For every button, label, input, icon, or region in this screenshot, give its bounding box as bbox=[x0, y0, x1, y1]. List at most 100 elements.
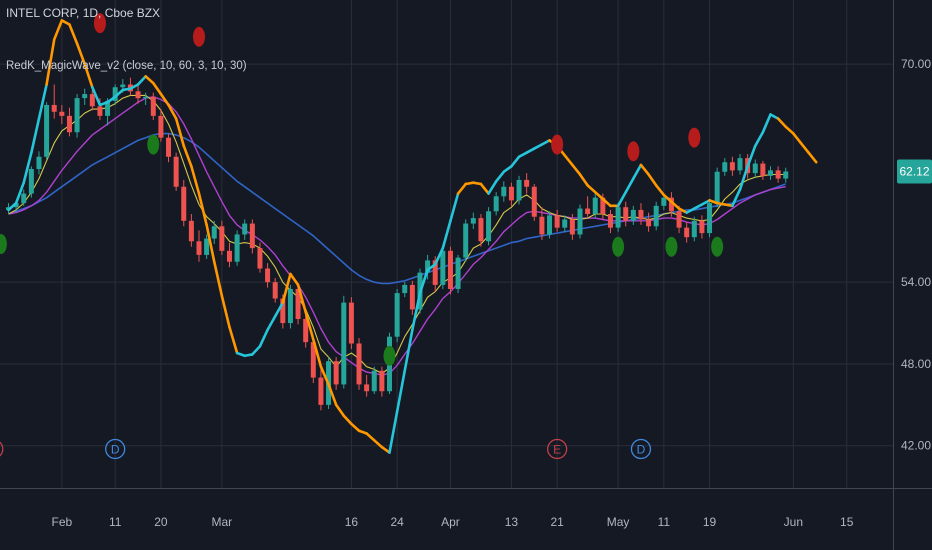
candle bbox=[295, 284, 301, 325]
candle-body bbox=[760, 163, 766, 176]
candle-body bbox=[143, 96, 149, 99]
candle bbox=[630, 205, 636, 225]
candle-body bbox=[21, 193, 27, 204]
candle-body bbox=[577, 208, 583, 235]
wave-segment bbox=[380, 445, 391, 454]
dividend-event-marker[interactable]: D bbox=[105, 438, 126, 460]
candle-body bbox=[356, 343, 362, 385]
wave-segment bbox=[220, 294, 231, 329]
candle bbox=[173, 152, 179, 191]
candle-body bbox=[135, 91, 141, 99]
earnings-event-marker[interactable]: E bbox=[0, 440, 4, 459]
candle-body bbox=[562, 219, 568, 228]
x-tick-label: 15 bbox=[840, 515, 854, 529]
wave-segment bbox=[190, 165, 201, 195]
dividend-marker-letter: D bbox=[111, 443, 120, 457]
candle-body bbox=[592, 197, 598, 215]
candle bbox=[516, 175, 522, 205]
wave-segment bbox=[578, 173, 589, 187]
candle-body bbox=[455, 257, 461, 289]
candle bbox=[547, 211, 553, 239]
candle bbox=[562, 215, 568, 232]
wave-segment bbox=[75, 42, 86, 66]
wave-segment bbox=[433, 246, 445, 266]
y-tick-label: 54.00 bbox=[901, 275, 931, 289]
candle-body bbox=[607, 214, 613, 228]
candle bbox=[272, 278, 278, 303]
candle-body bbox=[554, 215, 560, 228]
wave-segment bbox=[281, 272, 292, 304]
candle bbox=[249, 219, 255, 254]
wave-segment bbox=[525, 147, 536, 154]
candle bbox=[623, 201, 629, 227]
wave-segment bbox=[167, 103, 178, 120]
wave-segment bbox=[449, 192, 460, 223]
wave-segment bbox=[60, 19, 71, 26]
wave-segment bbox=[792, 132, 803, 145]
wave-segment bbox=[708, 199, 719, 205]
candle-body bbox=[181, 186, 187, 221]
wave-segment bbox=[319, 365, 330, 386]
wave-segment bbox=[624, 177, 635, 194]
candle-body bbox=[707, 203, 713, 234]
candle-body bbox=[646, 219, 652, 227]
candle bbox=[699, 215, 705, 239]
candle-body bbox=[36, 156, 42, 170]
x-tick-label: 21 bbox=[550, 515, 564, 529]
wave-segment bbox=[91, 85, 102, 107]
x-tick-label: 13 bbox=[505, 515, 519, 529]
grid-lines bbox=[0, 0, 893, 488]
candle-body bbox=[265, 268, 271, 283]
candle bbox=[158, 109, 164, 142]
candle-body bbox=[600, 197, 606, 215]
magic-wave-line bbox=[7, 19, 818, 454]
wave-segment bbox=[441, 219, 452, 250]
wave-segment bbox=[662, 193, 673, 204]
candle bbox=[524, 173, 530, 194]
candle-body bbox=[425, 260, 431, 273]
buy-signal-dot bbox=[665, 236, 678, 257]
candle bbox=[166, 133, 172, 163]
candle-body bbox=[173, 156, 179, 187]
earnings-marker-circle bbox=[546, 438, 568, 460]
candle-body bbox=[295, 288, 301, 319]
candle bbox=[775, 166, 781, 183]
candle-body bbox=[668, 197, 674, 212]
wave-segment bbox=[258, 328, 269, 348]
wave-segment bbox=[106, 95, 117, 104]
candle-body bbox=[74, 98, 80, 133]
candle bbox=[409, 280, 415, 315]
earnings-marker-circle bbox=[0, 441, 4, 457]
candle bbox=[51, 84, 57, 119]
buy-signal-dot bbox=[147, 134, 160, 155]
candle bbox=[531, 184, 537, 221]
candle bbox=[135, 84, 141, 104]
event-markers[interactable]: EDED bbox=[0, 438, 652, 460]
dividend-event-marker[interactable]: D bbox=[630, 438, 652, 460]
wave-segment bbox=[342, 414, 353, 426]
candle-body bbox=[486, 211, 492, 242]
wave-segment bbox=[403, 328, 414, 373]
candle-body bbox=[379, 370, 385, 392]
candle-body bbox=[226, 250, 232, 262]
wave-segment bbox=[68, 23, 79, 45]
wave-segment bbox=[212, 260, 224, 298]
candle-body bbox=[531, 186, 537, 217]
wave-segment bbox=[426, 263, 437, 272]
earnings-event-marker[interactable]: E bbox=[546, 438, 568, 460]
wave-segment bbox=[7, 201, 18, 212]
indicator-legend[interactable]: RedK_MagicWave_v2 (close, 10, 60, 3, 10,… bbox=[6, 60, 247, 72]
wave-segment bbox=[670, 200, 681, 210]
candle bbox=[36, 151, 42, 175]
wave-segment bbox=[769, 113, 780, 120]
earnings-marker-letter: E bbox=[553, 443, 561, 457]
candle-body bbox=[440, 250, 446, 285]
candle-body bbox=[249, 223, 255, 249]
wave-segment bbox=[700, 199, 711, 206]
candle bbox=[364, 374, 370, 397]
sell-signal-dot bbox=[193, 26, 205, 47]
candle bbox=[569, 214, 575, 240]
